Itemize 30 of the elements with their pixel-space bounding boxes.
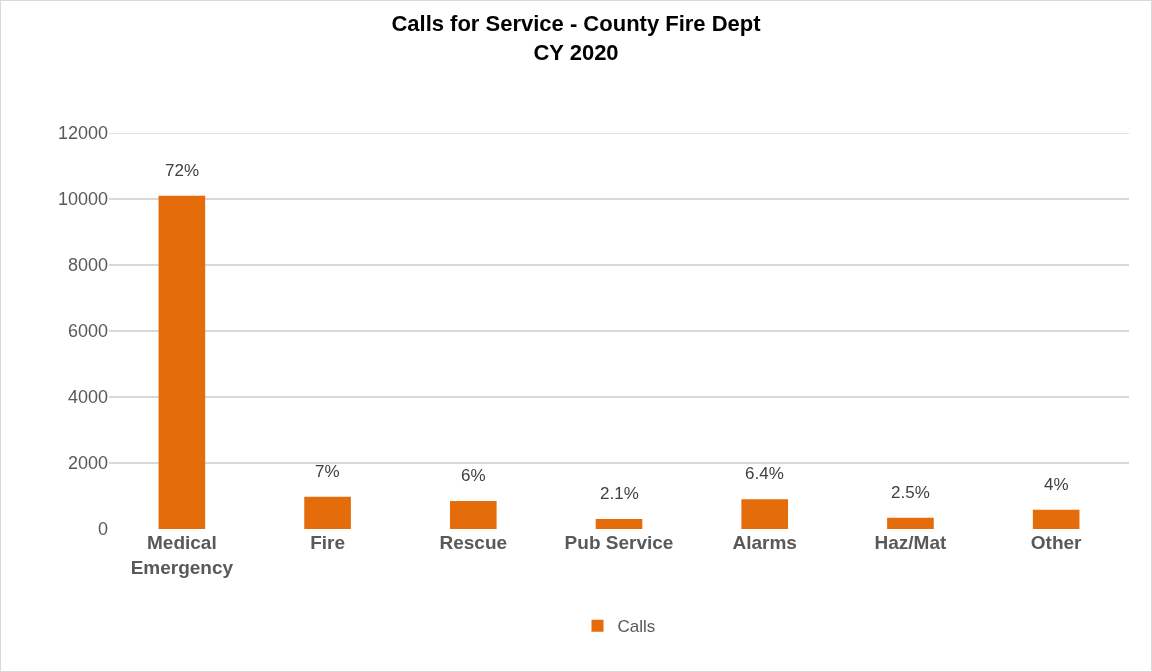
bar <box>304 496 351 529</box>
legend-label: Calls <box>617 617 656 637</box>
annotation: 7% <box>315 462 340 481</box>
y-tick-label: 0 <box>97 519 108 540</box>
annotation: 6.4% <box>745 464 784 483</box>
x-tick-label: Pub Service <box>564 532 674 553</box>
annotation: 2.1% <box>600 484 639 503</box>
y-tick-label: 12000 <box>57 123 108 144</box>
y-tick-label: 10000 <box>57 189 108 210</box>
y-tick-label: 4000 <box>67 387 108 408</box>
bar <box>449 500 497 529</box>
y-tick-label: 6000 <box>67 321 108 342</box>
bar <box>741 499 789 529</box>
annotation: 4% <box>1044 475 1069 494</box>
x-tick-label: Haz/Mat <box>874 532 947 553</box>
y-tick-label: 2000 <box>67 453 108 474</box>
annotation: 6% <box>461 466 486 485</box>
x-tick-label: Alarms <box>732 532 797 553</box>
bar <box>1032 509 1080 529</box>
bar <box>595 519 643 529</box>
x-tick-label: Rescue <box>439 532 508 553</box>
annotation: 2.5% <box>891 483 930 502</box>
x-tick-label: Other <box>1030 532 1083 553</box>
x-tick-label: Medical Emergency <box>130 532 234 578</box>
x-tick-label: Fire <box>310 532 345 553</box>
y-tick-label: 8000 <box>67 255 108 276</box>
annotation: 72% <box>165 161 200 180</box>
chart-title: Calls for Service - County Fire Dept CY 2020 <box>391 11 762 65</box>
bar <box>887 517 934 529</box>
bar <box>158 195 206 529</box>
